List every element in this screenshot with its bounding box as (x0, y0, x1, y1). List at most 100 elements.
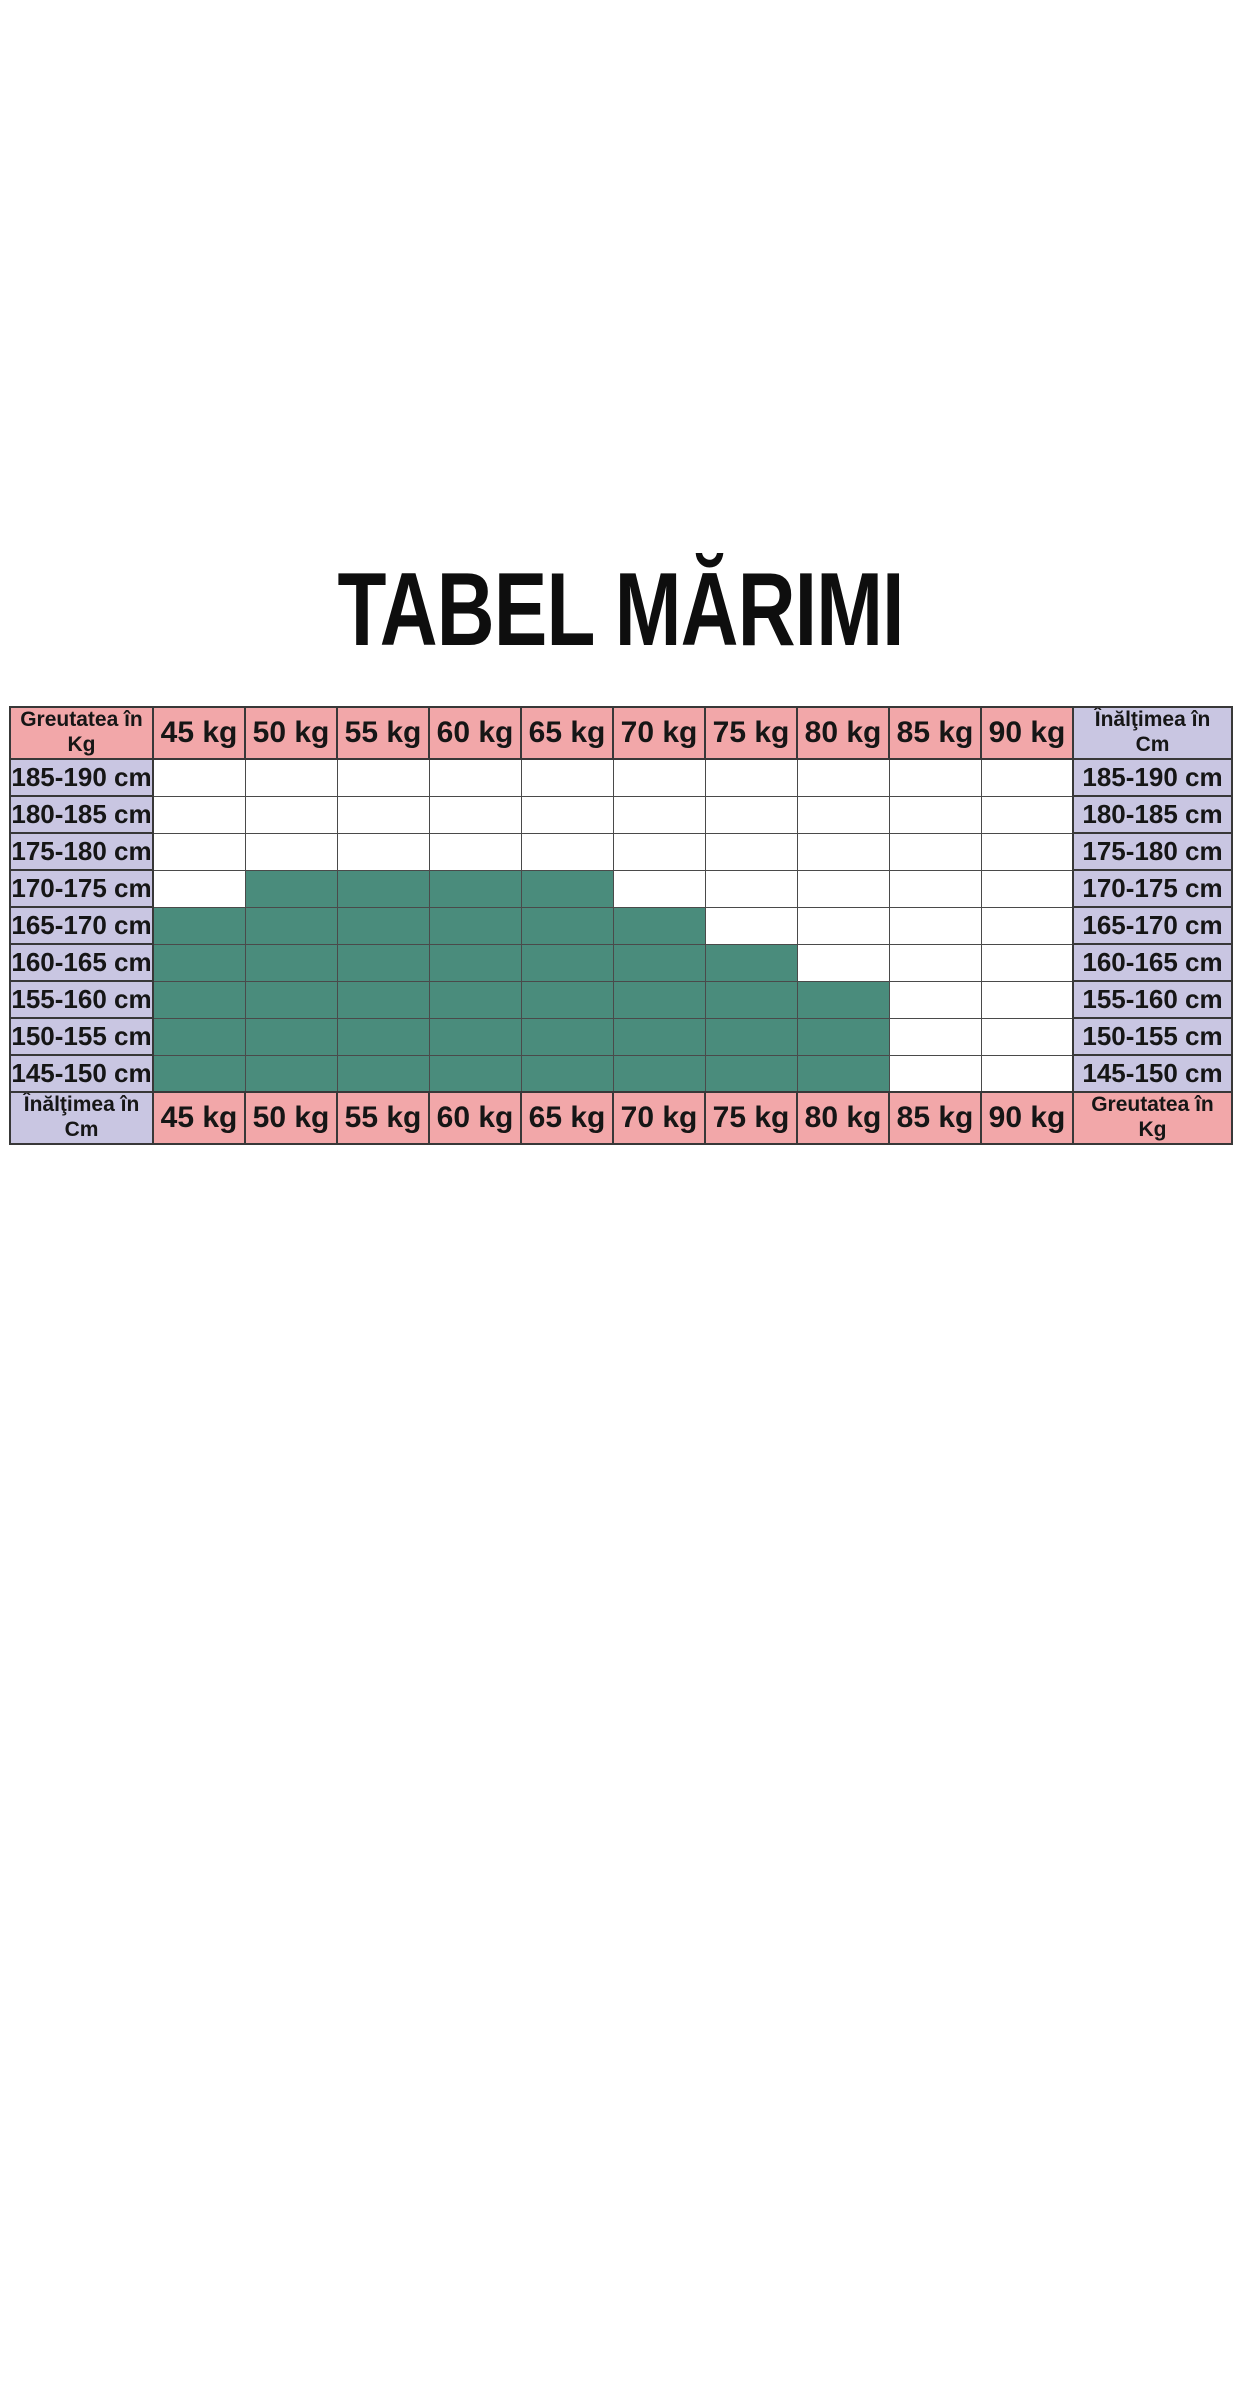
size-cell-empty (244, 758, 338, 797)
size-cell-empty (612, 869, 706, 908)
size-cell-empty (980, 832, 1074, 871)
size-cell-fit (336, 1054, 430, 1093)
size-cell-empty (520, 795, 614, 834)
corner-header-line2: Kg (67, 733, 96, 756)
size-cell-empty (336, 795, 430, 834)
height-label-right-145-150-cm: 145-150 cm (1072, 1054, 1233, 1093)
size-cell-empty (980, 906, 1074, 945)
size-cell-fit (152, 980, 246, 1019)
size-cell-empty (980, 869, 1074, 908)
height-row-170-175-cm: 170-175 cm 170-175 cm (9, 869, 1233, 908)
size-cell-empty (336, 832, 430, 871)
size-cell-fit (336, 906, 430, 945)
size-cell-fit (244, 980, 338, 1019)
height-label-left-170-175-cm: 170-175 cm (9, 869, 154, 908)
size-cell-fit (520, 943, 614, 982)
size-cell-fit (520, 906, 614, 945)
size-cell-empty (888, 758, 982, 797)
corner-header-line2: Kg (1138, 1118, 1167, 1141)
corner-header-line1: Greutatea în (20, 708, 143, 732)
height-label-right-155-160-cm: 155-160 cm (1072, 980, 1233, 1019)
size-cell-empty (612, 758, 706, 797)
size-cell-fit (244, 906, 338, 945)
size-cell-fit (244, 943, 338, 982)
height-row-150-155-cm: 150-155 cm 150-155 cm (9, 1017, 1233, 1056)
size-cell-fit (336, 869, 430, 908)
weight-header-top-80-kg: 80 kg (796, 706, 890, 760)
size-cell-fit (796, 1054, 890, 1093)
height-label-left-150-155-cm: 150-155 cm (9, 1017, 154, 1056)
size-cell-empty (704, 758, 798, 797)
weight-header-top-65-kg: 65 kg (520, 706, 614, 760)
size-cell-empty (888, 980, 982, 1019)
size-cell-empty (980, 795, 1074, 834)
height-row-145-150-cm: 145-150 cm 145-150 cm (9, 1054, 1233, 1093)
size-cell-empty (796, 906, 890, 945)
height-row-155-160-cm: 155-160 cm 155-160 cm (9, 980, 1233, 1019)
size-cell-fit (152, 1017, 246, 1056)
size-cell-empty (980, 758, 1074, 797)
size-cell-empty (980, 1054, 1074, 1093)
size-cell-empty (612, 832, 706, 871)
page: { "page": { "title": "TABEL MĂRIMI" }, "… (0, 556, 1242, 2404)
weight-header-row-bottom: Înălţimea în Cm 45 kg 50 kg 55 kg 60 kg 65 kg 7… (9, 1091, 1233, 1145)
height-label-left-165-170-cm: 165-170 cm (9, 906, 154, 945)
corner-header-line1: Înălţimea în (1094, 708, 1211, 732)
weight-header-bottom-50-kg: 50 kg (244, 1091, 338, 1145)
weight-header-bottom-70-kg: 70 kg (612, 1091, 706, 1145)
size-cell-fit (796, 1017, 890, 1056)
size-cell-fit (336, 980, 430, 1019)
height-label-left-145-150-cm: 145-150 cm (9, 1054, 154, 1093)
size-cell-fit (704, 1017, 798, 1056)
size-cell-fit (612, 1054, 706, 1093)
size-cell-fit (152, 1054, 246, 1093)
corner-header-top-right: Înălţimea în Cm (1072, 706, 1233, 760)
weight-header-top-45-kg: 45 kg (152, 706, 246, 760)
size-cell-fit (428, 869, 522, 908)
size-cell-empty (428, 758, 522, 797)
weight-header-bottom-90-kg: 90 kg (980, 1091, 1074, 1145)
height-label-right-160-165-cm: 160-165 cm (1072, 943, 1233, 982)
weight-header-bottom-80-kg: 80 kg (796, 1091, 890, 1145)
size-cell-fit (152, 906, 246, 945)
size-cell-empty (152, 869, 246, 908)
size-cell-empty (888, 832, 982, 871)
corner-header-line1: Înălţimea în (23, 1093, 140, 1117)
weight-header-top-55-kg: 55 kg (336, 706, 430, 760)
height-label-right-165-170-cm: 165-170 cm (1072, 906, 1233, 945)
size-cell-fit (428, 980, 522, 1019)
size-cell-empty (428, 795, 522, 834)
weight-header-bottom-55-kg: 55 kg (336, 1091, 430, 1145)
size-cell-empty (796, 869, 890, 908)
size-cell-empty (704, 832, 798, 871)
size-cell-empty (796, 832, 890, 871)
size-cell-empty (888, 1054, 982, 1093)
corner-header-line1: Greutatea în (1091, 1093, 1214, 1117)
corner-header-bottom-right: Greutatea în Kg (1072, 1091, 1233, 1145)
size-cell-empty (796, 943, 890, 982)
size-cell-fit (704, 1054, 798, 1093)
page-title: TABEL MĂRIMI (0, 556, 1242, 668)
size-cell-empty (704, 795, 798, 834)
size-cell-empty (888, 943, 982, 982)
weight-header-top-90-kg: 90 kg (980, 706, 1074, 760)
weight-header-bottom-45-kg: 45 kg (152, 1091, 246, 1145)
size-cell-empty (152, 832, 246, 871)
size-cell-fit (336, 1017, 430, 1056)
size-cell-empty (152, 758, 246, 797)
size-table: Greutatea în Kg 45 kg 50 kg 55 kg 60 kg 65 kg 7… (9, 706, 1233, 1145)
size-cell-fit (244, 1054, 338, 1093)
size-cell-fit (612, 943, 706, 982)
size-cell-empty (704, 906, 798, 945)
size-cell-fit (612, 906, 706, 945)
height-label-left-160-165-cm: 160-165 cm (9, 943, 154, 982)
size-cell-empty (612, 795, 706, 834)
size-cell-empty (796, 758, 890, 797)
height-label-right-150-155-cm: 150-155 cm (1072, 1017, 1233, 1056)
size-cell-fit (612, 980, 706, 1019)
size-cell-empty (244, 832, 338, 871)
corner-header-top-left: Greutatea în Kg (9, 706, 154, 760)
size-cell-fit (612, 1017, 706, 1056)
weight-header-bottom-75-kg: 75 kg (704, 1091, 798, 1145)
height-label-left-155-160-cm: 155-160 cm (9, 980, 154, 1019)
